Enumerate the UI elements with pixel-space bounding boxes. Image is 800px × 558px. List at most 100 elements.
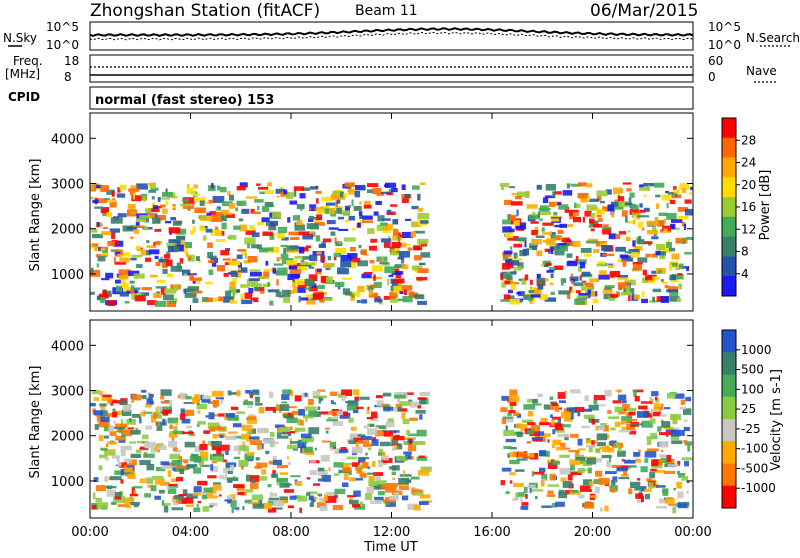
range-gate-cell bbox=[516, 431, 523, 438]
range-gate-cell bbox=[533, 438, 542, 442]
range-gate-cell bbox=[108, 425, 115, 432]
range-gate-cell bbox=[677, 491, 684, 499]
range-gate-cell bbox=[354, 396, 360, 402]
range-gate-cell bbox=[632, 389, 644, 393]
range-gate-cell bbox=[621, 400, 627, 404]
range-gate-cell bbox=[325, 491, 337, 497]
range-gate-cell bbox=[650, 432, 657, 440]
range-gate-cell bbox=[179, 392, 186, 400]
range-gate-cell bbox=[628, 411, 636, 416]
range-gate-cell bbox=[207, 475, 217, 479]
range-gate-cell bbox=[358, 245, 362, 249]
range-gate-cell bbox=[227, 495, 233, 501]
range-gate-cell bbox=[298, 295, 301, 303]
range-gate-cell bbox=[136, 183, 148, 190]
beam-label: Beam 11 bbox=[355, 3, 418, 19]
range-gate-cell bbox=[207, 422, 220, 430]
range-gate-cell bbox=[656, 243, 666, 250]
range-gate-cell bbox=[268, 497, 280, 501]
range-gate-cell bbox=[184, 409, 194, 416]
range-gate-cell bbox=[95, 184, 102, 189]
range-gate-cell bbox=[550, 291, 555, 295]
range-gate-cell bbox=[595, 425, 599, 431]
range-gate-cell bbox=[664, 470, 676, 474]
range-gate-cell bbox=[246, 430, 253, 435]
range-gate-cell bbox=[633, 219, 636, 225]
cpid-label: CPID bbox=[8, 90, 40, 104]
range-gate-cell bbox=[586, 183, 593, 188]
range-gate-cell bbox=[230, 406, 239, 411]
range-gate-cell bbox=[520, 506, 529, 510]
range-gate-cell bbox=[216, 265, 226, 272]
range-gate-cell bbox=[176, 476, 184, 482]
range-gate-cell bbox=[640, 401, 652, 404]
range-gate-cell bbox=[321, 256, 325, 263]
range-gate-cell bbox=[630, 252, 639, 258]
range-gate-cell bbox=[540, 480, 545, 487]
range-gate-cell bbox=[299, 297, 309, 301]
range-gate-cell bbox=[642, 227, 645, 231]
range-gate-cell bbox=[659, 454, 667, 458]
range-gate-cell bbox=[653, 403, 660, 409]
colorbar-swatch bbox=[722, 419, 736, 442]
range-gate-cell bbox=[359, 501, 364, 507]
range-gate-cell bbox=[183, 200, 188, 207]
range-gate-cell bbox=[661, 194, 671, 201]
range-gate-cell bbox=[360, 249, 367, 255]
range-gate-cell bbox=[236, 186, 246, 191]
range-gate-cell bbox=[98, 293, 109, 299]
range-gate-cell bbox=[639, 203, 643, 208]
range-gate-cell bbox=[115, 279, 122, 284]
colorbar-swatch bbox=[722, 137, 736, 159]
range-gate-cell bbox=[396, 455, 406, 461]
range-gate-cell bbox=[107, 441, 117, 445]
range-gate-cell bbox=[649, 471, 655, 479]
range-gate-cell bbox=[265, 406, 277, 411]
colorbar-swatch bbox=[722, 396, 736, 420]
range-gate-cell bbox=[269, 300, 274, 306]
range-gate-cell bbox=[555, 224, 563, 227]
range-gate-cell bbox=[124, 458, 132, 463]
range-gate-cell bbox=[114, 410, 124, 415]
range-gate-cell bbox=[285, 483, 292, 486]
range-gate-cell bbox=[233, 225, 241, 230]
range-gate-cell bbox=[321, 499, 327, 503]
range-gate-cell bbox=[404, 441, 413, 445]
y-tick-label: 4000 bbox=[51, 339, 84, 354]
range-gate-cell bbox=[263, 268, 271, 272]
range-gate-cell bbox=[378, 491, 385, 496]
range-gate-cell bbox=[611, 479, 616, 486]
range-gate-cell bbox=[301, 256, 312, 260]
range-gate-cell bbox=[200, 464, 210, 467]
range-gate-cell bbox=[409, 439, 413, 445]
range-gate-cell bbox=[155, 286, 167, 289]
range-gate-cell bbox=[588, 446, 593, 453]
range-gate-cell bbox=[615, 441, 620, 448]
range-gate-cell bbox=[602, 288, 613, 294]
range-gate-cell bbox=[632, 262, 643, 265]
range-gate-cell bbox=[390, 443, 401, 446]
range-gate-cell bbox=[361, 273, 372, 279]
range-gate-cell bbox=[409, 417, 418, 421]
range-gate-cell bbox=[399, 291, 404, 294]
range-gate-cell bbox=[539, 467, 546, 472]
range-gate-cell bbox=[175, 422, 178, 426]
range-gate-cell bbox=[509, 451, 517, 458]
range-gate-cell bbox=[349, 477, 356, 482]
range-gate-cell bbox=[343, 473, 349, 480]
range-gate-cell bbox=[583, 253, 592, 257]
range-gate-cell bbox=[276, 195, 280, 198]
range-gate-cell bbox=[197, 480, 208, 486]
range-gate-cell bbox=[513, 243, 523, 248]
range-gate-cell bbox=[340, 254, 353, 262]
range-gate-cell bbox=[655, 203, 660, 209]
range-gate-cell bbox=[624, 202, 633, 206]
range-gate-cell bbox=[602, 228, 612, 235]
range-gate-cell bbox=[670, 414, 681, 421]
range-gate-cell bbox=[352, 503, 361, 508]
x-tick-label: 00:00 bbox=[674, 525, 711, 540]
range-gate-cell bbox=[509, 460, 520, 465]
range-gate-cell bbox=[615, 246, 626, 252]
range-gate-cell bbox=[684, 224, 687, 230]
